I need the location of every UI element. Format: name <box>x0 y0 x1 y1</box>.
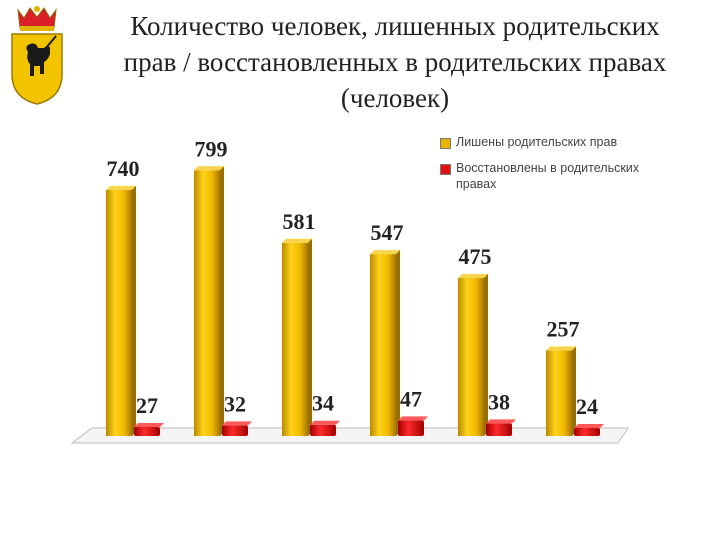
page-title: Количество человек, лишенных родительски… <box>80 8 710 116</box>
data-label-restored: 47 <box>400 386 422 411</box>
bar-deprived <box>370 250 400 436</box>
bar-deprived <box>282 238 312 436</box>
bar-deprived <box>458 274 488 436</box>
title-line-2: прав / восстановленных в родительских пр… <box>123 47 667 77</box>
bar-restored <box>222 421 252 436</box>
bar-deprived <box>546 346 576 436</box>
data-label-deprived: 257 <box>547 317 580 342</box>
data-label-restored: 27 <box>136 393 158 418</box>
legend-swatch-gold <box>440 138 451 149</box>
bar-restored <box>134 423 164 436</box>
data-label-restored: 32 <box>224 391 246 416</box>
data-label-deprived: 799 <box>195 136 228 161</box>
data-label-restored: 38 <box>488 389 510 414</box>
title-line-3: (человек) <box>340 83 450 113</box>
legend-swatch-red <box>440 164 451 175</box>
data-label-deprived: 547 <box>371 220 404 245</box>
bar-restored <box>574 424 604 436</box>
legend-label: Восстановлены в родительских правах <box>456 161 640 191</box>
bar-restored <box>486 419 516 436</box>
legend-item-restored: Восстановлены в родительских правах <box>440 160 660 192</box>
bar-restored <box>398 416 428 436</box>
legend-label: Лишены родительских прав <box>456 135 618 149</box>
data-label-restored: 24 <box>576 394 598 419</box>
data-label-deprived: 581 <box>283 209 316 234</box>
title-line-1: Количество человек, лишенных родительски… <box>130 11 660 41</box>
data-label-deprived: 740 <box>107 156 140 181</box>
chart-legend: Лишены родительских прав Восстановлены в… <box>440 134 660 202</box>
coat-of-arms-icon <box>11 6 63 105</box>
bar-deprived <box>194 166 224 436</box>
legend-item-deprived: Лишены родительских прав <box>440 134 660 150</box>
data-label-restored: 34 <box>312 391 334 416</box>
bar-deprived <box>106 185 136 436</box>
data-label-deprived: 475 <box>459 244 492 269</box>
bar-restored <box>310 420 340 436</box>
